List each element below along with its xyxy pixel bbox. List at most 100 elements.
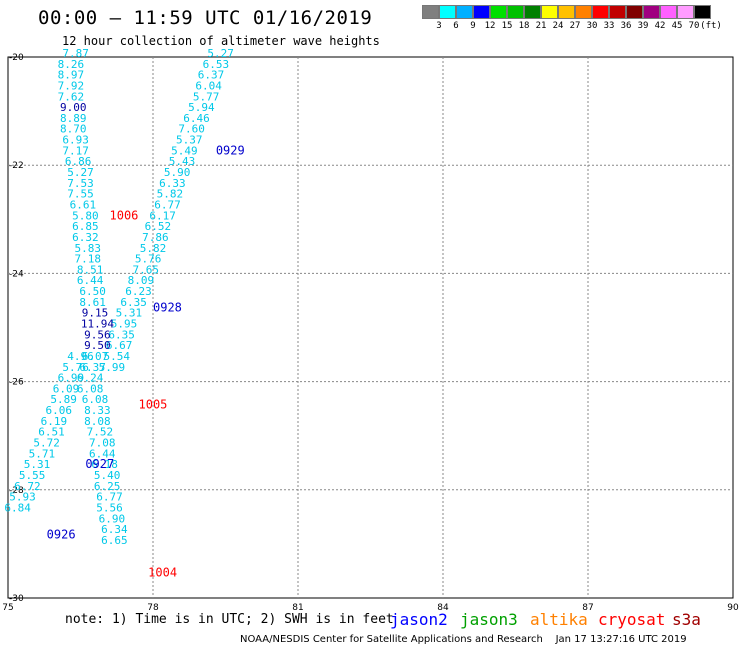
wave-height-value: 7.55 <box>67 188 94 201</box>
lon-tick-label: 84 <box>437 603 449 613</box>
wave-height-value: 5.90 <box>164 166 191 179</box>
scale-label: 3 <box>436 21 442 31</box>
wave-height-value: 7.08 <box>89 437 116 450</box>
wave-height-value: 5.31 <box>24 458 51 471</box>
wave-height-value: 8.09 <box>128 274 155 287</box>
wave-height-value: 5.76 <box>62 361 89 374</box>
scale-label: 36 <box>620 21 632 31</box>
wave-height-value: 5.77 <box>193 90 220 103</box>
wave-height-value: 6.72 <box>14 480 41 493</box>
wave-height-value: 6.93 <box>62 134 89 147</box>
wave-height-value: 6.77 <box>154 198 181 211</box>
wave-height-value: 7.92 <box>58 79 85 92</box>
wave-height-value: 4.96 <box>67 350 94 363</box>
wave-height-value: 6.77 <box>96 491 123 504</box>
wave-height-value: 6.35 <box>120 296 147 309</box>
wave-height-value: 6.25 <box>94 480 121 493</box>
wave-height-value: 5.95 <box>111 318 138 331</box>
wave-height-value: 7.52 <box>87 426 114 439</box>
track-time-label: 1005 <box>139 398 168 412</box>
scale-swatch <box>626 5 643 19</box>
scale-label: 27 <box>569 21 581 31</box>
wave-height-value: 6.07 <box>82 350 109 363</box>
wave-height-value: 5.89 <box>50 393 77 406</box>
legend-item-s3a: s3a <box>672 610 701 629</box>
scale-swatch <box>473 5 490 19</box>
scale-label: 15 <box>501 21 513 31</box>
scale-swatch <box>643 5 660 19</box>
wave-height-value: 6.08 <box>82 393 109 406</box>
wave-height-value: 6.99 <box>58 372 85 385</box>
scale-swatch <box>558 5 575 19</box>
wave-height-value: 6.24 <box>77 372 104 385</box>
lat-tick-label: -30 <box>9 594 24 604</box>
wave-height-value: 8.70 <box>60 123 87 136</box>
scale-swatch <box>456 5 473 19</box>
wave-height-value: 7.18 <box>75 253 102 266</box>
lat-tick-label: -20 <box>9 53 24 63</box>
wave-height-value: 6.06 <box>46 404 73 417</box>
scale-swatch <box>677 5 694 19</box>
wave-height-value: 7.60 <box>178 123 205 136</box>
wave-height-value: 7.65 <box>133 263 160 276</box>
wave-height-value: 6.61 <box>70 198 97 211</box>
wave-height-value: 8.26 <box>58 58 85 71</box>
scale-label: 9 <box>470 21 476 31</box>
wave-height-value: 6.04 <box>195 79 222 92</box>
scale-swatch <box>490 5 507 19</box>
lat-tick-label: -22 <box>9 161 24 171</box>
wave-height-value: 7.87 <box>62 47 89 60</box>
scale-swatch <box>439 5 456 19</box>
wave-height-value: 8.08 <box>84 415 111 428</box>
wave-height-value: 6.46 <box>183 112 210 125</box>
wave-height-value: 6.44 <box>77 274 104 287</box>
wave-height-value: 5.43 <box>169 155 196 168</box>
track-time-label: 1006 <box>110 208 139 222</box>
wave-height-value: 6.34 <box>101 523 128 536</box>
wave-height-value: 6.32 <box>72 231 99 244</box>
wave-height-value: 6.37 <box>79 361 106 374</box>
wave-height-value: 5.49 <box>171 144 198 157</box>
wave-height-value: 6.33 <box>159 177 186 190</box>
wave-height-value: 5.55 <box>19 469 46 482</box>
wave-height-value: 6.37 <box>198 69 225 82</box>
track-time-label: 0926 <box>47 527 76 541</box>
scale-label: 30 <box>586 21 598 31</box>
lat-tick-label: -26 <box>9 378 24 388</box>
lon-tick-label: 87 <box>582 603 593 613</box>
wave-height-value: 9.56 <box>84 328 111 341</box>
wave-height-value: 6.85 <box>72 220 99 233</box>
scale-label: 39 <box>637 21 649 31</box>
lat-tick-label: -24 <box>9 269 24 279</box>
wave-height-value: 6.23 <box>125 285 152 298</box>
wave-height-value: 5.54 <box>104 350 131 363</box>
scale-label: 45 <box>671 21 683 31</box>
scale-label: (ft) <box>700 21 722 31</box>
wave-height-value: 5.99 <box>99 361 126 374</box>
scale-label: 70 <box>688 21 700 31</box>
scale-swatch <box>541 5 558 19</box>
lon-tick-label: 90 <box>727 603 739 613</box>
scale-swatch <box>592 5 609 19</box>
scale-label: 6 <box>453 21 459 31</box>
wave-height-value: 9.50 <box>84 339 111 352</box>
map-subtitle: 12 hour collection of altimeter wave hei… <box>62 34 380 48</box>
scale-label: 21 <box>535 21 547 31</box>
wave-height-value: 6.35 <box>108 328 135 341</box>
wave-height-value: 6.84 <box>4 501 31 514</box>
wave-height-value: 5.27 <box>207 47 234 60</box>
wave-height-value: 5.40 <box>94 469 121 482</box>
wave-height-value: 7.86 <box>142 231 169 244</box>
wave-height-value: 5.83 <box>75 242 102 255</box>
lon-tick-label: 78 <box>147 603 159 613</box>
color-scale-labels: 3 6 9 12 15 18 21 24 27 30 33 36 39 42 45 70 (ft) <box>422 19 722 31</box>
wave-height-value: 6.90 <box>99 512 126 525</box>
wave-height-value: 5.27 <box>67 166 94 179</box>
wave-height-value: 7.62 <box>58 90 85 103</box>
legend-item-altika: altika <box>530 610 588 629</box>
wave-height-value: 6.51 <box>38 426 65 439</box>
wave-height-value: 5.82 <box>157 188 184 201</box>
scale-swatch <box>660 5 677 19</box>
wave-height-value: 6.52 <box>145 220 172 233</box>
